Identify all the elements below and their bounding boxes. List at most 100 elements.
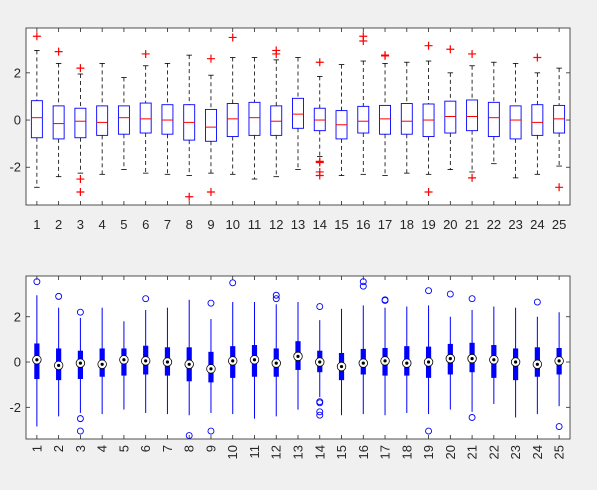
x-tick-label: 5 [120, 217, 127, 232]
median-dot [78, 361, 82, 365]
box-19 [423, 287, 434, 435]
outlier-marker [468, 414, 476, 421]
outlier-marker [359, 282, 367, 290]
box-5 [117, 77, 130, 171]
median-dot [448, 357, 452, 361]
outlier-marker [54, 47, 63, 56]
median-dot [318, 360, 322, 364]
outlier-marker [207, 299, 215, 307]
box-19 [422, 41, 435, 197]
x-tick-label: 15 [334, 217, 348, 232]
iqr-box [226, 103, 239, 138]
box-8 [183, 54, 196, 201]
x-tick-label: 4 [95, 445, 110, 452]
outlier-marker [206, 188, 215, 197]
outlier-marker [425, 427, 433, 435]
x-tick-label: 14 [313, 217, 327, 232]
box-21 [467, 295, 477, 421]
box-25 [554, 312, 564, 430]
iqr-box [444, 100, 457, 134]
box-23 [510, 307, 521, 418]
x-tick-label: 4 [99, 217, 106, 232]
median-dot [514, 360, 518, 364]
outlier-marker [446, 45, 455, 54]
box-4 [96, 63, 109, 175]
outlier-marker [228, 33, 237, 42]
outlier-marker [425, 287, 433, 295]
box-18 [402, 306, 412, 413]
box-6 [140, 295, 151, 413]
outlier-marker [76, 175, 85, 184]
median-dot [339, 364, 344, 369]
x-tick-label: 9 [207, 217, 214, 232]
outlier-marker [207, 427, 215, 435]
x-tick-label: 20 [443, 217, 457, 232]
box-10 [228, 279, 238, 415]
x-tick-label: 21 [465, 217, 479, 232]
box-3 [74, 64, 87, 197]
box-15 [336, 308, 347, 416]
box-7 [161, 63, 174, 175]
outlier-marker [359, 32, 368, 41]
outlier-marker [272, 49, 281, 58]
outlier-marker [381, 51, 390, 60]
box-8 [184, 299, 194, 440]
outlier-marker [555, 183, 564, 192]
outlier-marker [316, 408, 324, 416]
x-tick-label: 25 [552, 217, 566, 232]
median-dot [426, 360, 431, 364]
box-21 [466, 49, 479, 182]
iqr-box [52, 105, 65, 140]
outlier-marker [468, 173, 477, 182]
x-tick-label: 11 [247, 445, 262, 459]
x-tick-label: 10 [225, 445, 240, 459]
box-12 [271, 291, 281, 417]
x-tick-label: 18 [399, 445, 414, 459]
x-tick-label: 10 [225, 217, 239, 232]
iqr-box [30, 100, 43, 139]
iqr-box [509, 105, 522, 140]
y-tick-label: 2 [14, 309, 21, 324]
x-tick-label: 21 [465, 445, 480, 459]
x-tick-label: 16 [356, 445, 371, 459]
median-dot [100, 362, 104, 366]
box-23 [509, 63, 522, 179]
outlier-marker [272, 295, 280, 303]
box-7 [162, 307, 173, 415]
box-22 [489, 306, 499, 404]
x-tick-label: 20 [443, 445, 458, 459]
box-6 [139, 49, 152, 174]
iqr-box [466, 99, 479, 132]
x-tick-label: 14 [312, 445, 327, 459]
iqr-box [205, 108, 217, 142]
iqr-box [531, 104, 544, 136]
x-tick-label: 13 [291, 445, 306, 459]
outlier-marker [316, 411, 324, 419]
x-tick-label: 9 [203, 445, 218, 452]
median-dot [470, 357, 474, 361]
outlier-marker [206, 54, 215, 63]
box-16 [358, 278, 368, 415]
outlier-marker [446, 290, 454, 298]
y-tick-label: 2 [14, 65, 21, 80]
box-17 [379, 51, 391, 176]
median-dot [405, 361, 409, 365]
box-3 [75, 308, 86, 435]
median-dot [557, 359, 561, 363]
outlier-marker [76, 415, 84, 423]
x-tick-label: 13 [291, 217, 305, 232]
median-dot [57, 363, 61, 368]
median-dot [383, 359, 387, 363]
x-tick-label: 24 [530, 445, 545, 459]
x-tick-label: 1 [33, 217, 40, 232]
x-tick-label: 2 [55, 217, 62, 232]
x-tick-label: 7 [164, 217, 171, 232]
axes-2-data-layer [32, 278, 564, 440]
iqr-box [487, 101, 500, 138]
median-dot [252, 358, 257, 362]
iqr-box [313, 107, 326, 132]
x-tick-label: 6 [142, 217, 149, 232]
